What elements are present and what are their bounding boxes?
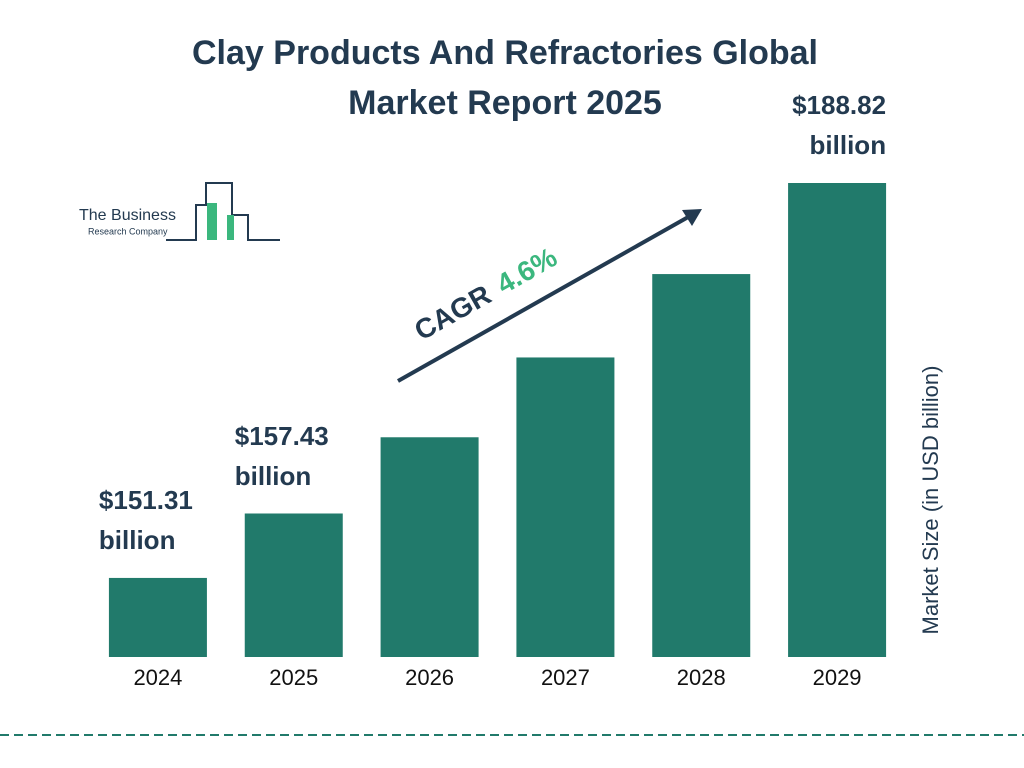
logo-bar [227,215,234,240]
cagr-arrowhead [682,209,702,226]
logo: The Business Research Company [79,182,280,241]
bar [652,274,751,657]
value-label: $188.82 billion [792,90,887,160]
x-tick-label: 2024 [133,665,182,690]
bar [244,513,343,657]
x-tick-label: 2027 [541,665,590,690]
bar [380,437,479,657]
cagr-arrow [397,214,691,383]
logo-outline [166,182,280,241]
x-tick-label: 2025 [269,665,318,690]
x-tick-label: 2028 [677,665,726,690]
chart-title: Clay Products And Refractories Global Mar… [192,34,818,122]
y-axis-label: Market Size (in USD billion) [918,366,943,635]
x-tick-label: 2029 [813,665,862,690]
x-tick-label: 2026 [405,665,454,690]
cagr-prefix: CAGR [409,279,496,347]
value-label: $157.43 billion [234,420,329,491]
logo-bar [207,203,217,240]
bar [516,357,615,657]
bar [108,577,207,657]
logo-text: Research Company [88,226,168,236]
cagr-value: 4.6% [492,242,563,300]
value-label: $151.31 billion [98,484,193,555]
logo-text: The Business [79,207,176,224]
bar [788,183,887,657]
